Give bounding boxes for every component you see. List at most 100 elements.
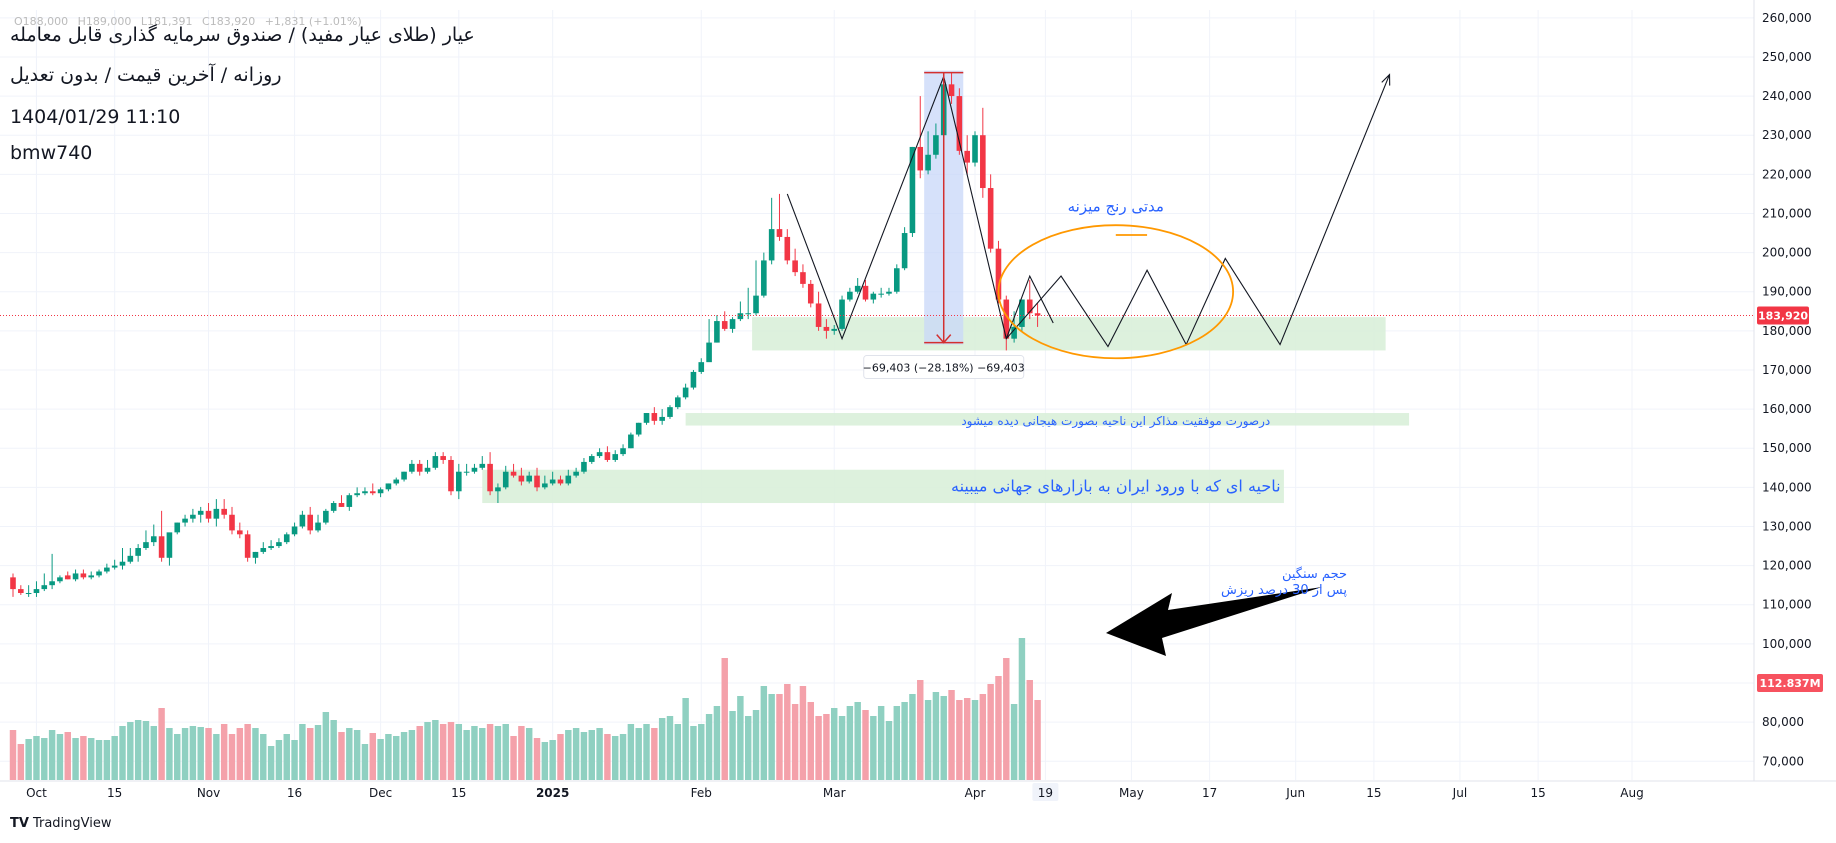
volume-bar bbox=[314, 725, 322, 780]
candle-down bbox=[980, 135, 986, 189]
candle-up bbox=[174, 522, 181, 533]
candle-up bbox=[57, 577, 63, 582]
volume-bar bbox=[338, 732, 345, 780]
volume-bar bbox=[831, 708, 838, 780]
volume-bar bbox=[588, 730, 595, 780]
price-tick-label: 190,000 bbox=[1762, 285, 1812, 299]
candle-up bbox=[737, 313, 744, 320]
volume-bar bbox=[752, 710, 760, 780]
candle-up bbox=[409, 463, 415, 472]
candle-up bbox=[182, 518, 188, 523]
ohlc-close: C183,920 bbox=[202, 15, 256, 28]
candle-up bbox=[933, 135, 939, 155]
volume-bar bbox=[17, 744, 25, 780]
candle-up bbox=[104, 567, 110, 572]
volume-bar bbox=[768, 694, 775, 780]
candle-up bbox=[573, 471, 579, 476]
volume-bar bbox=[87, 738, 95, 780]
candle-down bbox=[237, 530, 243, 535]
volume-bar bbox=[877, 706, 885, 780]
tradingview-brand-text: TradingView bbox=[32, 816, 112, 831]
candle-up bbox=[893, 268, 900, 292]
volume-bar bbox=[557, 734, 564, 780]
volume-bar bbox=[995, 676, 1002, 780]
volume-bar bbox=[181, 728, 189, 780]
time-tick-label: 15 bbox=[1530, 786, 1545, 800]
candle-up bbox=[659, 416, 665, 421]
time-tick-label: 15 bbox=[1366, 786, 1381, 800]
volume-bar bbox=[776, 694, 783, 780]
candle-up bbox=[190, 514, 196, 519]
candle-down bbox=[518, 475, 525, 482]
time-axis[interactable]: Oct 15 Nov 16 Dec 15 2025 Feb Mar Apr 19 May 17 Jun 15… bbox=[26, 783, 1644, 801]
volume-bar bbox=[971, 700, 979, 780]
price-tick-label: 70,000 bbox=[1762, 754, 1804, 768]
candle-up bbox=[596, 452, 603, 457]
time-tick-label: 17 bbox=[1202, 786, 1217, 800]
volume-bar bbox=[400, 732, 408, 780]
time-tick-label: 19 bbox=[1038, 786, 1053, 800]
volume-bar bbox=[815, 716, 822, 780]
candle-down bbox=[956, 96, 963, 151]
volume-bar bbox=[127, 722, 134, 780]
price-axis[interactable]: 260,000 250,000 240,000 230,000 220,000 210,0… bbox=[1757, 11, 1823, 768]
candle-up bbox=[565, 475, 572, 484]
volume-bar bbox=[690, 726, 697, 780]
chart-subtitle: روزانه / آخرین قیمت / بدون تعدیل bbox=[10, 64, 282, 86]
volume-bar bbox=[377, 739, 384, 780]
candle-down bbox=[800, 272, 806, 284]
volume-bar bbox=[721, 658, 728, 780]
volume-bar bbox=[322, 712, 330, 780]
tradingview-logo[interactable]: TV TradingView bbox=[10, 816, 111, 831]
current-price-tag-label: 183,920 bbox=[1758, 310, 1808, 323]
candle-down bbox=[448, 459, 454, 492]
volume-bar bbox=[596, 728, 603, 780]
candle-up bbox=[682, 387, 689, 398]
volume-bar bbox=[252, 728, 259, 780]
volume-bar bbox=[291, 740, 298, 780]
candle-up bbox=[761, 260, 767, 296]
candle-down bbox=[205, 510, 212, 519]
candle-up bbox=[502, 471, 509, 488]
volume-bar bbox=[150, 726, 158, 780]
volume-bar bbox=[330, 720, 337, 780]
volume-bar bbox=[471, 726, 478, 780]
candle-up bbox=[635, 422, 642, 435]
volume-bar bbox=[189, 726, 197, 780]
candle-up bbox=[925, 154, 931, 171]
volume-bar bbox=[525, 728, 533, 780]
candle-up bbox=[252, 551, 259, 558]
price-tick-label: 130,000 bbox=[1762, 519, 1812, 533]
volume-bar bbox=[909, 694, 916, 780]
candle-down bbox=[784, 236, 791, 261]
volume-tag-label: 112.837M bbox=[1759, 677, 1820, 690]
volume-bar bbox=[533, 738, 541, 780]
volume-arrow bbox=[1106, 587, 1322, 656]
volume-bar bbox=[979, 694, 987, 780]
volume-bar bbox=[627, 724, 635, 780]
candle-down bbox=[487, 463, 493, 492]
volume-bar bbox=[580, 732, 588, 780]
price-tick-label: 210,000 bbox=[1762, 206, 1812, 220]
volume-bar bbox=[95, 740, 103, 780]
volume-note-line1: حجم سنگین bbox=[1282, 566, 1347, 582]
candle-up bbox=[667, 407, 673, 417]
volume-bar bbox=[612, 736, 619, 780]
candle-up bbox=[675, 397, 681, 408]
ohlc-high: H189,000 bbox=[77, 15, 132, 28]
price-tick-label: 80,000 bbox=[1762, 715, 1804, 729]
volume-bar bbox=[142, 721, 150, 780]
volume-bar bbox=[510, 736, 517, 780]
volume-bar bbox=[299, 724, 306, 780]
chart-author: bmw740 bbox=[10, 142, 93, 164]
volume-bar bbox=[48, 730, 56, 780]
candle-up bbox=[542, 483, 548, 488]
candle-down bbox=[604, 452, 611, 460]
volume-bar bbox=[807, 702, 814, 780]
time-tick-label: 15 bbox=[107, 786, 122, 800]
volume-bar bbox=[729, 711, 736, 780]
time-tick-label: 2025 bbox=[536, 786, 569, 800]
projection-path-short bbox=[1005, 274, 1054, 339]
chart-title: عیار (طلای عیار مفید) / صندوق سرمایه گذا… bbox=[10, 24, 475, 46]
